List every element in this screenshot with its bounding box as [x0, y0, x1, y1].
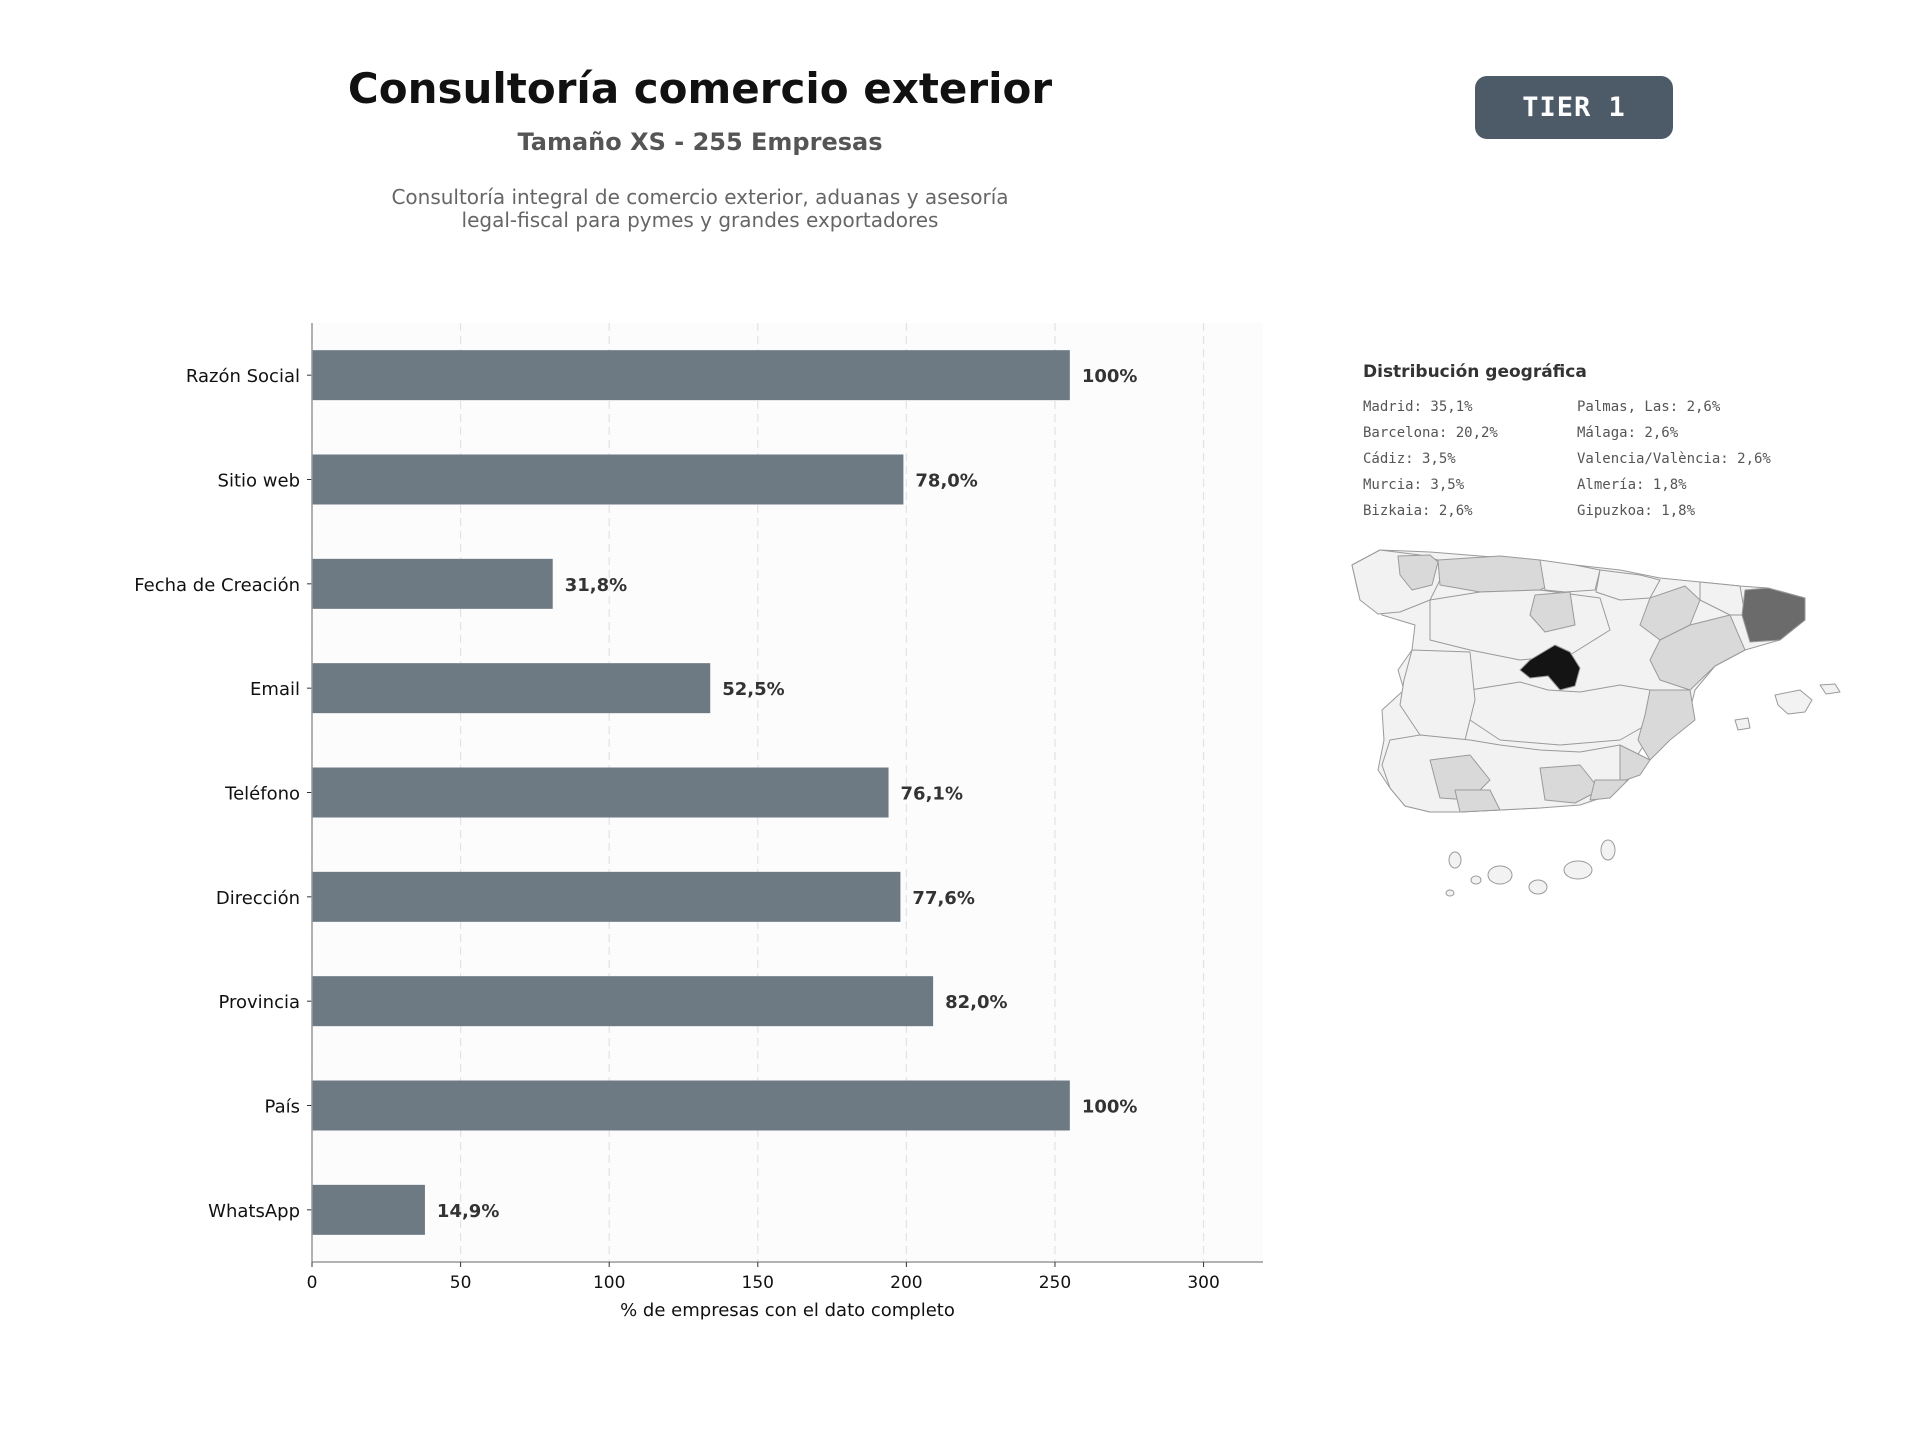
geo-title: Distribución geográfica [1363, 362, 1587, 382]
region-menorca [1819, 683, 1841, 695]
y-tick-label: Teléfono [224, 784, 300, 805]
x-tick-label: 200 [890, 1273, 922, 1293]
x-tick-label: 150 [742, 1273, 774, 1293]
bar-data-label: 14,9% [437, 1201, 499, 1222]
bar [312, 767, 889, 818]
tier-badge: TIER 1 [1475, 76, 1673, 139]
bar-data-label: 100% [1082, 1097, 1138, 1118]
region-almeria [1589, 779, 1629, 801]
region-madrid [1519, 644, 1581, 691]
chart-description: Consultoría integral de comercio exterio… [250, 186, 1150, 232]
y-tick-label: Provincia [218, 992, 300, 1013]
region-coruna [1397, 554, 1439, 591]
bar [312, 871, 901, 922]
bar [312, 454, 904, 505]
region-canary-island [1448, 851, 1462, 869]
region-cadiz [1454, 789, 1501, 813]
x-tick-label: 0 [307, 1273, 318, 1293]
geo-item: Madrid: 35,1% [1363, 399, 1473, 415]
description-line-1: Consultoría integral de comercio exterio… [391, 185, 1009, 209]
bar-data-label: 31,8% [565, 575, 627, 596]
region-burgos [1529, 591, 1576, 633]
y-tick-label: WhatsApp [208, 1201, 300, 1222]
geo-list: Madrid: 35,1% Palmas, Las: 2,6% Barcelon… [1363, 398, 1803, 521]
region-aragon [1649, 614, 1746, 691]
y-tick-label: Email [250, 679, 300, 700]
bar-data-label: 82,0% [945, 992, 1007, 1013]
geo-item: Palmas, Las: 2,6% [1577, 399, 1721, 415]
y-tick-label: Fecha de Creación [134, 575, 300, 596]
bar-data-label: 77,6% [912, 888, 974, 909]
bar [312, 976, 934, 1027]
region-gran-canaria [1487, 865, 1513, 885]
x-tick-label: 100 [593, 1273, 625, 1293]
chart-title: Consultoría comercio exterior [347, 64, 1053, 113]
region-barcelona [1741, 587, 1806, 643]
geo-item: Gipuzkoa: 1,8% [1577, 503, 1696, 519]
region-basque [1595, 569, 1661, 601]
bar-data-label: 78,0% [915, 471, 977, 492]
geo-item: Barcelona: 20,2% [1363, 425, 1498, 441]
bar [312, 350, 1070, 401]
x-axis-title: % de empresas con el dato completo [620, 1300, 955, 1321]
region-canary-island [1470, 875, 1482, 885]
bar [312, 1184, 425, 1235]
chart-subtitle: Tamaño XS - 255 Empresas [517, 128, 883, 156]
bar [312, 663, 711, 714]
geo-item: Almería: 1,8% [1577, 477, 1687, 493]
region-huesca [1699, 581, 1746, 616]
x-tick-label: 50 [450, 1273, 472, 1293]
bar-chart: 100% Razón Social 78,0% Sitio web 31,8% Fecha… [134, 323, 1263, 1321]
geo-item: Cádiz: 3,5% [1363, 451, 1456, 467]
geo-item: Bizkaia: 2,6% [1363, 503, 1473, 519]
region-mallorca [1774, 689, 1813, 715]
bar-data-label: 100% [1082, 366, 1138, 387]
region-fuerteventura [1563, 860, 1593, 880]
bar [312, 1080, 1070, 1131]
region-canary-island [1528, 879, 1548, 895]
y-tick-label: Sitio web [218, 471, 300, 492]
region-granada [1539, 764, 1601, 804]
spain-choropleth-map [1351, 549, 1841, 897]
y-tick-label: Dirección [216, 888, 300, 909]
region-ibiza [1734, 717, 1751, 731]
region-valencia [1637, 689, 1696, 761]
region-canary-island [1445, 889, 1455, 897]
x-tick-label: 300 [1187, 1273, 1219, 1293]
region-lanzarote [1600, 839, 1616, 861]
geo-item: Valencia/València: 2,6% [1577, 451, 1771, 467]
geo-item: Murcia: 3,5% [1363, 477, 1465, 493]
description-line-2: legal-fiscal para pymes y grandes export… [461, 208, 939, 232]
region-cantabria [1539, 559, 1601, 593]
bar [312, 558, 553, 609]
y-tick-label: Razón Social [186, 366, 300, 387]
region-murcia [1619, 744, 1651, 783]
geo-item: Málaga: 2,6% [1577, 425, 1679, 441]
x-tick-label: 250 [1039, 1273, 1071, 1293]
y-tick-label: País [265, 1097, 300, 1118]
region-castilla-mancha [1469, 681, 1656, 746]
bar-data-label: 76,1% [901, 784, 963, 805]
bar-data-label: 52,5% [722, 679, 784, 700]
